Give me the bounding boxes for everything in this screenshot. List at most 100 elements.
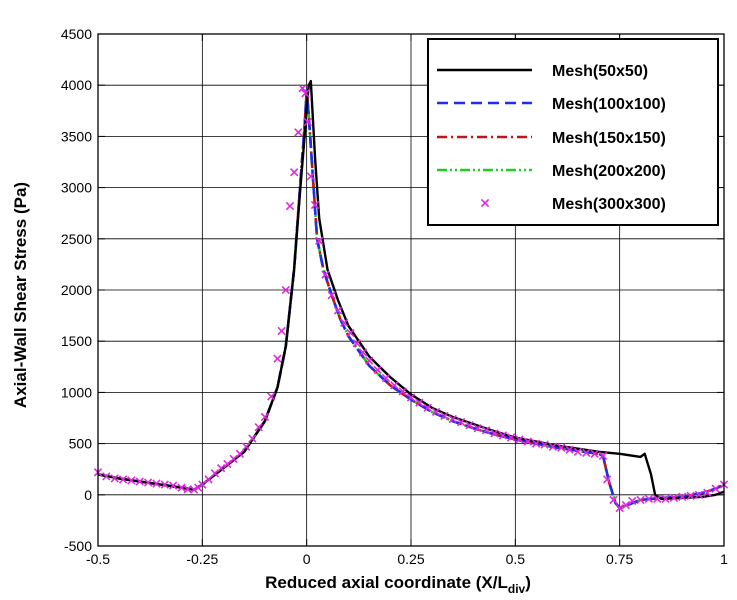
data-point-marker: [315, 236, 324, 246]
y-tick-label: 4000: [61, 77, 92, 93]
data-point-marker: [390, 381, 399, 390]
data-point-marker: [506, 433, 516, 442]
data-point-marker: [327, 290, 336, 300]
legend-label: Mesh(100x100): [552, 96, 666, 113]
x-tick-label: 0.5: [506, 551, 526, 567]
data-point-marker: [615, 503, 624, 513]
data-point-marker: [621, 500, 631, 510]
series-line-0: [97, 79, 725, 501]
data-point-marker: [168, 481, 178, 490]
data-point-marker: [448, 414, 457, 424]
data-point-marker: [703, 488, 712, 497]
data-point-marker: [241, 442, 251, 451]
data-point-marker: [235, 449, 245, 459]
data-point-marker: [204, 475, 213, 484]
y-axis-title: Axial-Wall Shear Stress (Pa): [11, 182, 30, 408]
legend-marker: [480, 198, 490, 208]
y-tick-label: 3500: [61, 128, 92, 144]
data-point-marker: [431, 407, 441, 417]
data-point-marker: [661, 494, 670, 504]
data-point-marker: [210, 469, 220, 478]
data-point-marker: [515, 435, 524, 444]
data-point-marker: [669, 493, 679, 503]
data-point-marker: [423, 403, 432, 412]
series-markers-4: [93, 84, 729, 513]
data-point-marker: [523, 437, 533, 446]
data-point-marker: [285, 201, 295, 211]
data-point-marker: [406, 393, 416, 402]
x-tick-label: 1: [720, 551, 728, 567]
data-point-marker: [456, 417, 466, 427]
data-point-marker: [177, 483, 186, 492]
data-point-marker: [229, 454, 238, 464]
data-point-marker: [346, 328, 355, 338]
data-point-marker: [110, 474, 119, 483]
y-tick-label: 4500: [61, 26, 92, 42]
data-point-marker: [352, 339, 361, 348]
data-point-marker: [102, 472, 111, 481]
data-point-marker: [540, 440, 549, 449]
y-tick-label: 2000: [61, 282, 92, 298]
data-point-marker: [223, 459, 232, 469]
series-group: [93, 79, 729, 513]
data-point-marker: [381, 373, 391, 383]
x-tick-label: 0: [303, 551, 311, 567]
data-point-marker: [644, 494, 654, 504]
data-point-marker: [289, 168, 299, 177]
data-point-marker: [152, 479, 161, 488]
data-point-marker: [127, 476, 136, 485]
x-axis-title-subscript: div: [508, 582, 526, 596]
legend-label: Mesh(300x300): [552, 196, 666, 213]
x-tick-label: -0.5: [86, 551, 110, 567]
y-tick-label: -500: [64, 538, 92, 554]
y-tick-label: 1500: [61, 333, 92, 349]
data-point-marker: [481, 426, 491, 435]
data-point-marker: [532, 439, 541, 448]
data-point-marker: [565, 445, 574, 454]
y-tick-labels: -500 0 500 1000 1500 2000 2500 3000 3500 4000 4500: [61, 26, 92, 554]
data-point-marker: [321, 270, 330, 279]
data-point-marker: [498, 431, 507, 440]
data-point-marker: [333, 306, 343, 315]
data-point-marker: [310, 200, 320, 210]
legend-label: Mesh(150x150): [552, 130, 666, 147]
data-point-marker: [277, 326, 286, 336]
data-point-marker: [598, 451, 608, 461]
data-point-marker: [609, 495, 618, 505]
data-point-marker: [301, 89, 310, 98]
y-tick-label: 2500: [61, 231, 92, 247]
data-point-marker: [398, 387, 407, 396]
data-point-marker: [216, 464, 226, 473]
data-point-marker: [373, 365, 382, 375]
data-point-marker: [465, 421, 474, 430]
data-point-marker: [160, 480, 169, 489]
data-point-marker: [694, 490, 704, 499]
data-point-marker: [340, 318, 349, 327]
x-tick-label: 0.75: [606, 551, 633, 567]
data-point-marker: [254, 423, 263, 432]
x-axis-title: Reduced axial coordinate (X/Ldiv): [265, 573, 531, 596]
data-point-marker: [678, 492, 687, 502]
legend: Mesh(50x50) Mesh(100x100) Mesh(150x150) Mes…: [427, 38, 719, 226]
data-point-marker: [273, 354, 282, 363]
data-point-marker: [440, 411, 449, 421]
data-point-marker: [267, 392, 276, 401]
legend-label: Mesh(50x50): [552, 63, 648, 80]
y-tick-label: 1000: [61, 384, 92, 400]
y-tick-label: 0: [84, 487, 92, 503]
data-point-marker: [303, 117, 313, 127]
x-tick-label: -0.25: [186, 551, 218, 567]
data-point-marker: [298, 84, 307, 93]
x-tick-label: 0.25: [397, 551, 424, 567]
data-point-marker: [260, 412, 270, 422]
data-point-marker: [557, 443, 566, 452]
data-point-marker: [365, 356, 374, 365]
data-point-marker: [490, 429, 499, 438]
data-point-marker: [548, 442, 558, 451]
data-point-marker: [602, 475, 612, 484]
data-point-marker: [358, 348, 368, 357]
data-point-marker: [473, 424, 482, 433]
data-point-marker: [118, 475, 128, 484]
data-point-marker: [628, 496, 637, 506]
